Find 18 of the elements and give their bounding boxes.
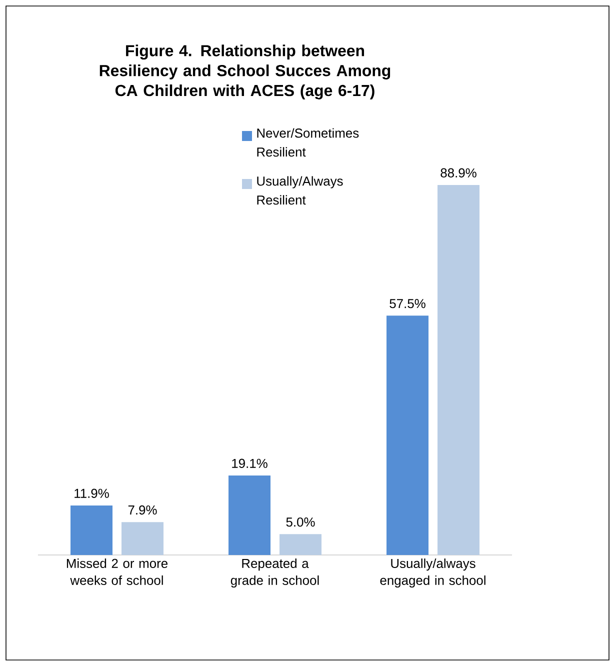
x-tick-label: Repeated a grade in school [230,558,319,588]
bar [228,476,270,555]
data-label: 7.9% [128,505,157,515]
data-label: 5.0% [286,517,315,527]
bar [122,522,164,555]
chart-title: Figure 4. Relationship between Resiliency and School Succes Among CA Children with ACES (age 6-17) [100,44,390,100]
bar [280,534,322,555]
data-label: 11.9% [74,488,109,498]
bar [70,505,112,555]
bar [438,184,480,555]
x-tick-label: Usually/always engaged in school [380,558,486,588]
data-label: 57.5% [390,299,426,308]
x-tick-label: Missed 2 or more weeks of school [66,558,168,585]
legend-label: Never/Sometimes Resilient [257,128,359,157]
legend-label: Usually/Always Resilient [257,176,343,205]
bar [386,316,428,555]
data-label: 88.9% [440,168,476,178]
data-label: 19.1% [232,458,268,468]
